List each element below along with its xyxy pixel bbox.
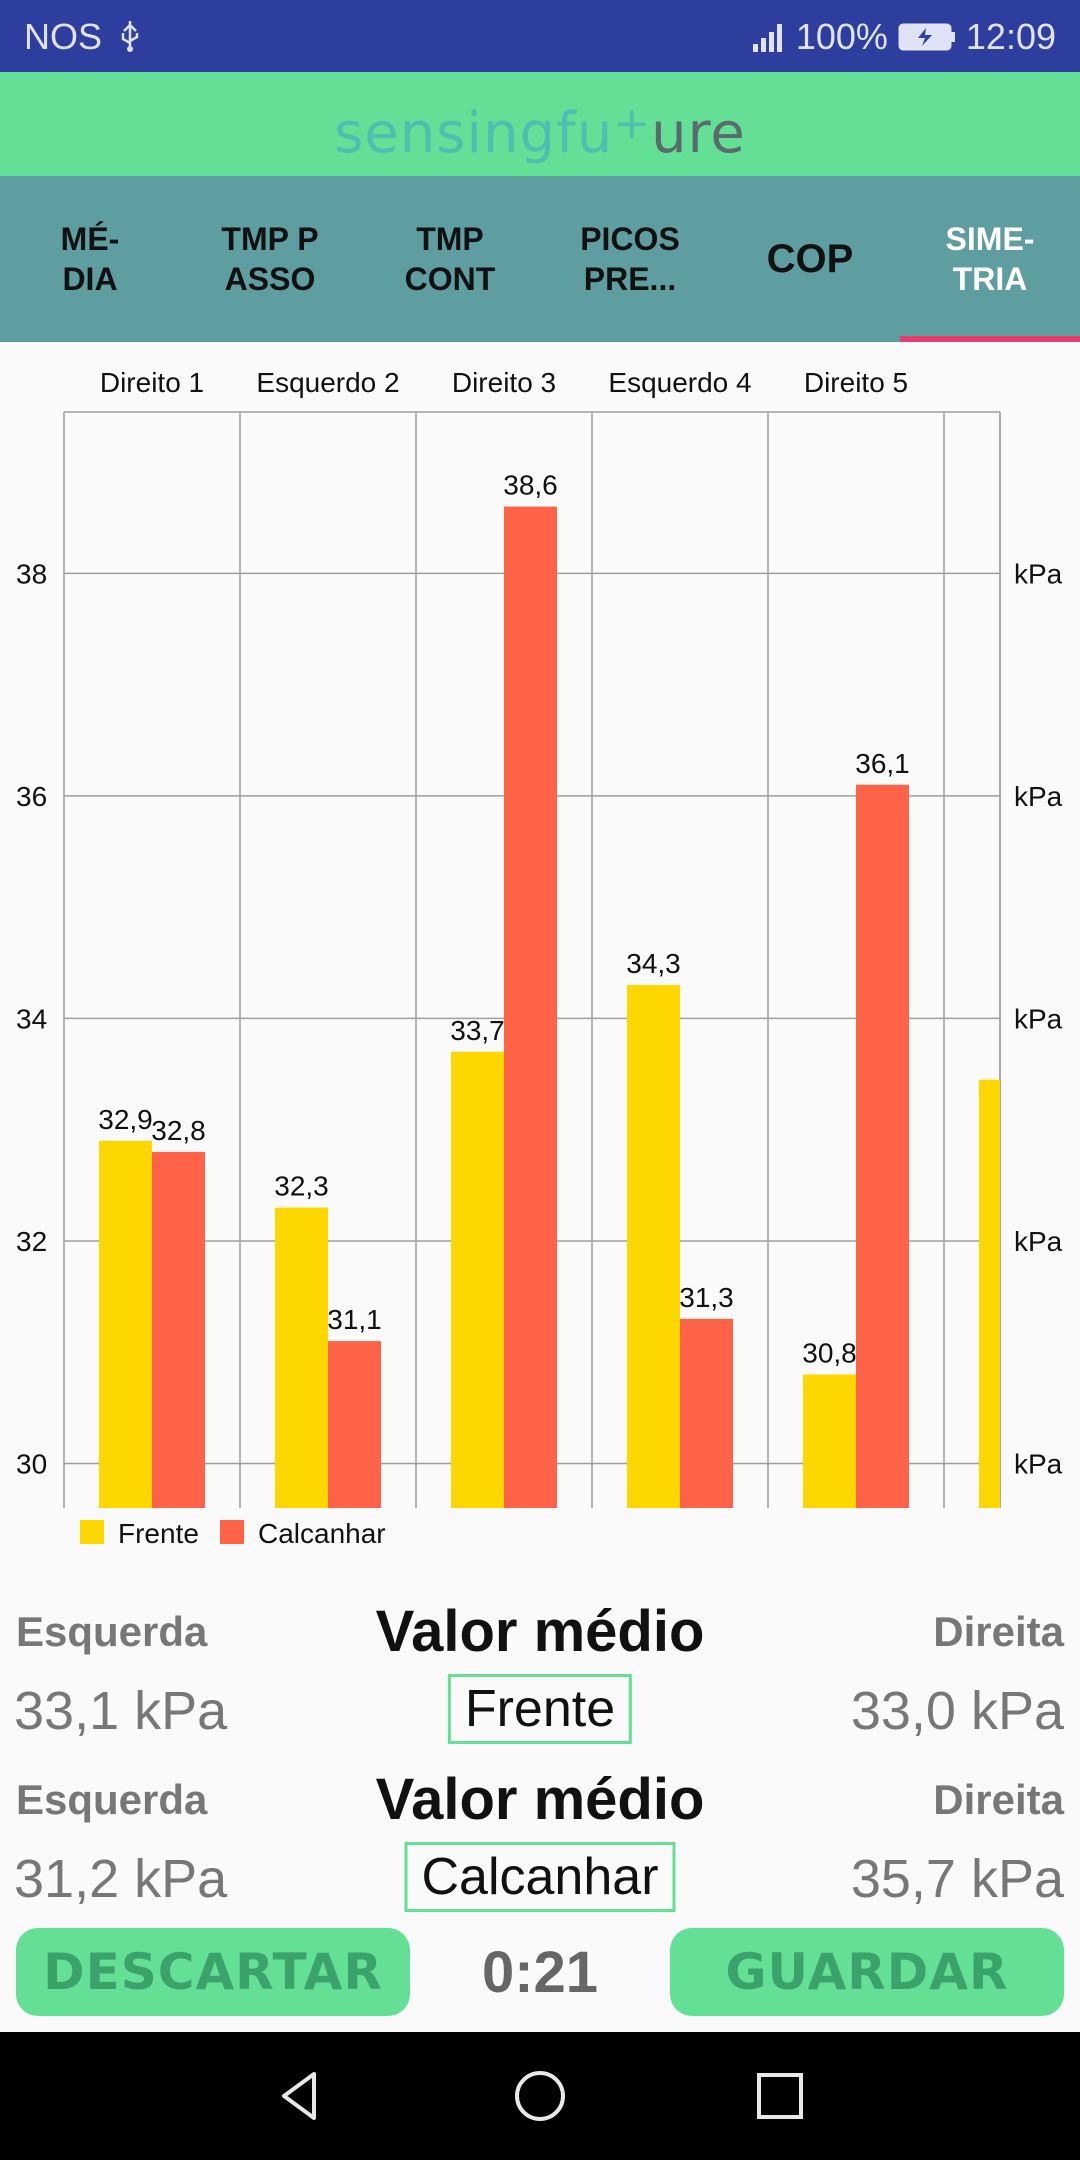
brand-logo: sensingfu+ure [0,72,1080,186]
tab-simetria-label: SIME- TRIA [945,221,1035,297]
brand-word-fu: fu [556,101,614,166]
data-label: 30,8 [802,1337,857,1368]
data-label: 38,6 [503,470,558,501]
legend-swatch-frente [80,1520,104,1544]
nav-home-icon[interactable] [510,2066,570,2126]
category-label: Direito 1 [100,367,204,398]
battery-charging-icon [898,23,955,51]
data-label: 31,1 [327,1304,382,1335]
bar-frente [803,1374,856,1508]
average-title: Valor médio [375,1599,705,1664]
app-header: sensingfu+ure [0,72,1080,176]
data-label: 32,8 [151,1115,206,1146]
right-label: Direita [933,1608,1064,1655]
legend-label: Frente [118,1518,199,1549]
bar-frente [275,1207,328,1508]
tab-bar: MÉ- DIA TMP P ASSO TMP CONT PICOS PRE...… [0,176,1080,342]
right-axis-unit-label: kPa [1014,1003,1063,1034]
action-bar: DESCARTAR 0:21 GUARDAR [0,1925,1080,2017]
summary-row-frente: Esquerda Valor médio Direita 33,1 kPa Fr… [0,1590,1080,1758]
nav-recents-icon[interactable] [750,2066,810,2126]
left-value: 31,2 kPa [14,1849,228,1909]
right-label: Direita [933,1776,1064,1823]
category-label: Direito 5 [804,367,908,398]
bar-calcanhar [328,1341,381,1508]
bar-calcanhar [856,784,909,1508]
y-tick-label: 32 [16,1226,47,1257]
data-label: 34,3 [626,948,681,979]
legend-label: Calcanhar [258,1518,386,1549]
tab-tempo-passo[interactable]: TMP P ASSO [180,176,360,342]
tab-cop[interactable]: COP [720,176,900,342]
right-value: 35,7 kPa [850,1849,1064,1909]
y-tick-label: 30 [16,1448,47,1479]
tab-tempo-contacto-label: TMP CONT [404,221,496,297]
category-label: Direito 3 [452,367,556,398]
y-tick-label: 36 [16,781,47,812]
system-nav-bar [0,2032,1080,2160]
data-label: 36,1 [855,748,910,779]
tab-tempo-passo-label: TMP P ASSO [221,221,319,297]
save-button[interactable]: GUARDAR [670,1928,1064,2016]
discard-button[interactable]: DESCARTAR [16,1928,410,2016]
bar-calcanhar [152,1151,205,1508]
status-bar: NOS 100% 12:09 [0,0,1080,72]
timer: 0:21 [481,1940,599,2005]
tab-media[interactable]: MÉ- DIA [0,176,180,342]
right-axis-unit-label: kPa [1014,1226,1063,1257]
bar-chart-svg: 30 kPa 32 kPa 34 kPa 36 kPa 38 kPa Direito 1 Esquer… [16,367,1063,1549]
clock: 12:09 [965,16,1056,57]
signal-icon [752,24,782,52]
nav-back-icon[interactable] [270,2066,330,2126]
usb-icon [121,21,139,52]
average-title: Valor médio [375,1767,705,1832]
tab-picos-pressao-label: PICOS PRE... [580,221,680,297]
category-label: Esquerdo 4 [608,367,751,398]
y-tick-label: 34 [16,1003,47,1034]
data-label: 33,7 [450,1015,505,1046]
tab-cop-label: COP [766,237,854,281]
bar-frente [627,985,680,1508]
data-label: 32,9 [98,1104,153,1135]
legend-swatch-calcanhar [220,1520,244,1544]
y-tick-label: 38 [16,558,47,589]
segment-label-calcanhar: Calcanhar [404,1842,676,1912]
category-label: Esquerdo 2 [256,367,399,398]
bar-calcanhar [504,506,557,1508]
right-axis-unit-label: kPa [1014,781,1063,812]
summary-panel: Esquerda Valor médio Direita 33,1 kPa Fr… [0,1590,1080,1926]
carrier-label: NOS [24,16,103,57]
right-axis-unit-label: kPa [1014,1448,1063,1479]
tab-simetria[interactable]: SIME- TRIA [900,176,1080,342]
brand-word-sensing: sensing [334,101,557,166]
left-value: 33,1 kPa [14,1681,228,1741]
status-left: NOS [24,16,142,58]
bar-frente [451,1051,504,1508]
data-label: 31,3 [679,1282,734,1313]
bar-frente [99,1140,152,1508]
bar-frente-partial [979,1079,1000,1508]
symmetry-chart: 30 kPa 32 kPa 34 kPa 36 kPa 38 kPa Direito 1 Esquer… [0,342,1080,1562]
status-right: 100% 12:09 [752,16,1056,58]
data-label: 32,3 [274,1171,329,1202]
brand-word-ure: ure [651,101,746,166]
right-axis-unit-label: kPa [1014,558,1063,589]
bar-calcanhar [680,1318,733,1508]
summary-row-calcanhar: Esquerda Valor médio Direita 31,2 kPa Ca… [0,1758,1080,1926]
tab-tempo-contacto[interactable]: TMP CONT [360,176,540,342]
tab-media-label: MÉ- DIA [60,221,120,297]
right-value: 33,0 kPa [850,1681,1064,1741]
segment-label-frente: Frente [447,1674,633,1744]
battery-percent: 100% [795,16,888,57]
tab-picos-pressao[interactable]: PICOS PRE... [540,176,720,342]
left-label: Esquerda [16,1608,208,1655]
left-label: Esquerda [16,1776,208,1823]
brand-plus: + [613,98,652,149]
